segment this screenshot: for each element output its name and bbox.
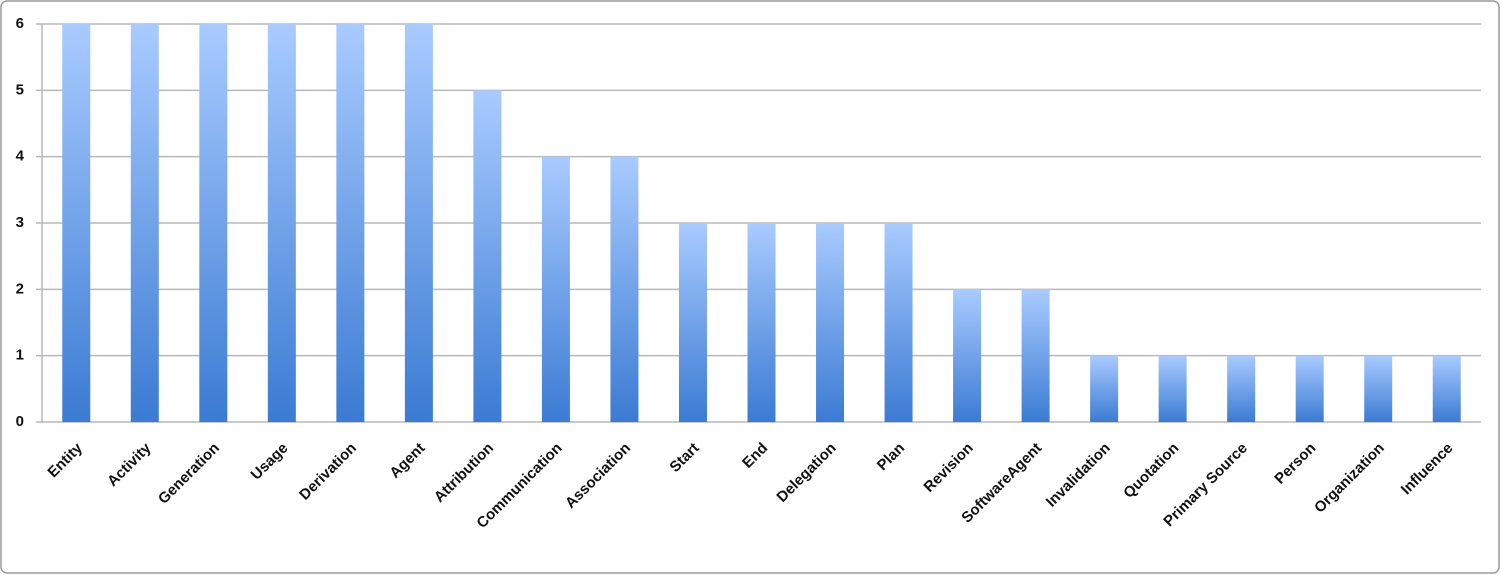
y-tick-label: 3 <box>16 214 24 231</box>
y-tick-label: 1 <box>16 347 24 364</box>
bar <box>1227 355 1256 422</box>
bar <box>1090 355 1119 422</box>
y-tick-label: 0 <box>16 413 24 430</box>
bar <box>62 24 91 422</box>
bar <box>1295 355 1324 422</box>
bar <box>747 223 776 422</box>
bar <box>953 289 982 422</box>
bar <box>610 156 639 422</box>
bar <box>541 156 570 422</box>
y-tick-label: 4 <box>16 148 25 165</box>
bar <box>1158 355 1187 422</box>
bar <box>884 223 913 422</box>
bar <box>816 223 845 422</box>
bar <box>1432 355 1461 422</box>
bar <box>1364 355 1393 422</box>
bar <box>267 24 296 422</box>
y-tick-label: 6 <box>16 15 24 32</box>
bar <box>1021 289 1050 422</box>
bar <box>473 90 502 422</box>
y-tick-label: 5 <box>16 81 24 98</box>
bar <box>678 223 707 422</box>
bar <box>130 24 159 422</box>
bar <box>404 24 433 422</box>
bar <box>199 24 228 422</box>
bar <box>336 24 365 422</box>
y-tick-label: 2 <box>16 280 24 297</box>
